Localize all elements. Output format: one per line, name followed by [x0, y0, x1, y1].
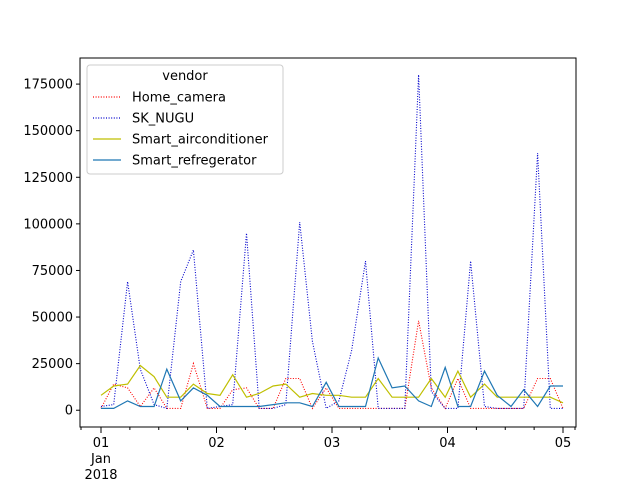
y-tick-label: 150000 — [23, 124, 73, 139]
y-axis: 0 25000 50000 75000 100000 125000 150000 175000 — [23, 78, 80, 419]
series-layer — [100, 74, 564, 410]
y-tick-label: 0 — [65, 404, 73, 419]
legend-box — [86, 64, 284, 175]
y-tick-label: 125000 — [23, 171, 73, 186]
plot-frame — [79, 57, 577, 428]
legend-label: Smart_refregerator — [132, 154, 257, 169]
y-tick-label: 25000 — [32, 357, 73, 372]
x-tick-label: 05 — [555, 436, 572, 451]
y-tick-label: 75000 — [32, 264, 73, 279]
series-line-sk-nugu — [100, 74, 563, 410]
x-tick-label: 02 — [208, 436, 225, 451]
x-tick-label: 03 — [324, 436, 341, 451]
y-tick-label: 175000 — [23, 78, 73, 93]
legend-label: SK_NUGU — [132, 112, 194, 127]
legend-label: Home_camera — [132, 91, 226, 106]
legend-label: Smart_airconditioner — [132, 133, 269, 148]
x-tick-month-label: Jan — [90, 452, 111, 467]
y-tick-label: 50000 — [32, 311, 73, 326]
x-tick-year-label: 2018 — [84, 468, 117, 480]
series-line-home-camera — [100, 320, 564, 410]
legend-title: vendor — [162, 69, 208, 84]
legend: vendor Home_camera SK_NUGU Smart_airconditi… — [86, 64, 284, 175]
y-tick-label: 100000 — [23, 217, 73, 232]
series-line-smart-refregerator — [101, 356, 563, 409]
x-tick-label: 01 — [93, 436, 110, 451]
x-tick-label: 04 — [439, 436, 456, 451]
